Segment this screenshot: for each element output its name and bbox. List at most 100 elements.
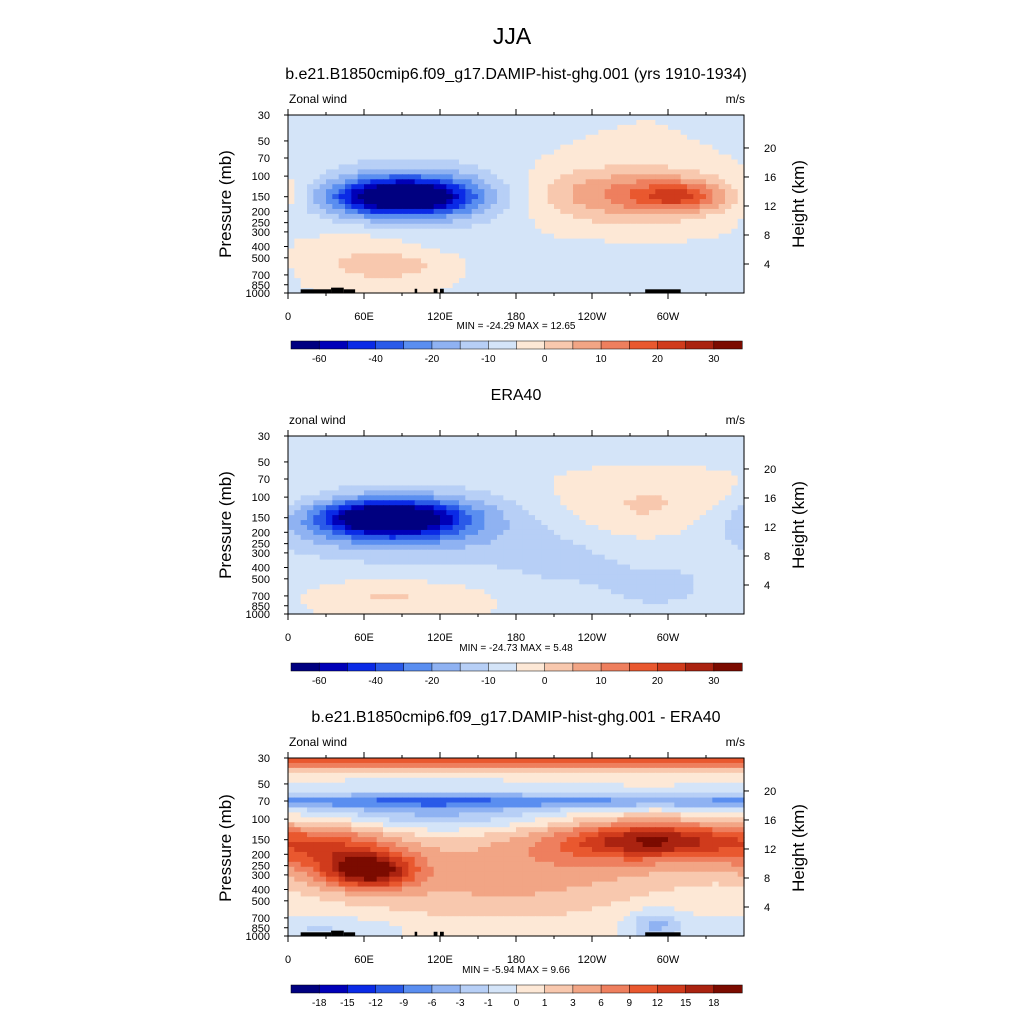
heatmap-cell: [421, 569, 428, 576]
heatmap-cell: [395, 436, 403, 442]
heatmap-cell: [351, 505, 359, 511]
heatmap-cell: [376, 194, 384, 200]
heatmap-cell: [592, 554, 599, 561]
heatmap-cell: [364, 505, 371, 511]
heatmap-cell: [490, 436, 498, 442]
heatmap-cell: [598, 436, 606, 442]
heatmap-cell: [516, 218, 523, 225]
heatmap-cell: [623, 589, 631, 595]
heatmap-cell: [345, 213, 352, 220]
heatmap-cell: [554, 213, 561, 220]
heatmap-cell: [288, 263, 295, 269]
heatmap-cell: [636, 213, 644, 220]
heatmap-cell: [655, 539, 663, 546]
heatmap-cell: [573, 268, 580, 274]
heatmap-cell: [452, 199, 460, 205]
heatmap-cell: [332, 263, 340, 269]
heatmap-cell: [471, 520, 479, 526]
heatmap-cell: [376, 440, 384, 447]
heatmap-cell: [459, 263, 466, 269]
heatmap-cell: [674, 194, 682, 200]
heatmap-cell: [649, 465, 656, 472]
heatmap-cell: [427, 559, 435, 566]
heatmap-cell: [718, 194, 726, 200]
heatmap-cell: [554, 579, 561, 585]
heatmap-cell: [509, 475, 517, 482]
heatmap-cell: [642, 194, 650, 200]
heatmap-cell: [364, 243, 371, 250]
heatmap-cell: [693, 445, 701, 452]
heatmap-cell: [674, 263, 682, 269]
heatmap-cell: [636, 510, 644, 516]
heatmap-cell: [604, 218, 612, 225]
heatmap-cell: [687, 169, 694, 175]
heatmap-cell: [731, 139, 739, 146]
heatmap-cell: [509, 544, 517, 551]
heatmap-cell: [573, 475, 580, 482]
heatmap-cell: [661, 579, 669, 585]
heatmap-cell: [661, 490, 669, 496]
heatmap-cell: [522, 539, 530, 546]
heatmap-cell: [668, 554, 675, 561]
heatmap-cell: [649, 139, 656, 146]
heatmap-cell: [300, 520, 308, 526]
heatmap-cell: [351, 564, 359, 571]
heatmap-cell: [579, 520, 587, 526]
heatmap-cell: [389, 515, 397, 521]
heatmap-cell: [655, 248, 663, 255]
heatmap-cell: [459, 450, 466, 457]
heatmap-cell: [300, 238, 308, 245]
heatmap-cell: [478, 129, 485, 136]
heatmap-cell: [376, 179, 384, 185]
heatmap-cell: [731, 485, 739, 491]
heatmap-cell: [699, 119, 707, 126]
heatmap-cell: [370, 263, 378, 269]
heatmap-cell: [630, 243, 637, 250]
heatmap-cell: [579, 194, 587, 200]
heatmap-cell: [712, 238, 720, 245]
heatmap-cell: [630, 174, 637, 180]
heatmap-cell: [332, 510, 340, 516]
heatmap-cell: [389, 529, 397, 536]
heatmap-cell: [509, 574, 517, 580]
heatmap-cell: [693, 189, 701, 195]
heatmap-cell: [484, 470, 492, 477]
heatmap-cell: [636, 273, 644, 279]
heatmap-cell: [655, 164, 663, 170]
heatmap-cell: [661, 450, 669, 457]
heatmap-cell: [731, 525, 739, 531]
heatmap-cell: [383, 465, 390, 472]
heatmap-cell: [560, 258, 568, 264]
heatmap-cell: [421, 436, 428, 442]
heatmap-cell: [433, 460, 441, 467]
heatmap-cell: [630, 559, 637, 566]
heatmap-cell: [433, 455, 441, 462]
heatmap-cell: [338, 278, 346, 284]
heatmap-cell: [370, 515, 378, 521]
heatmap-cell: [503, 238, 511, 245]
heatmap-cell: [687, 460, 694, 467]
heatmap-cell: [585, 268, 593, 274]
heatmap-cell: [357, 515, 365, 521]
heatmap-cell: [535, 208, 542, 215]
heatmap-cell: [554, 485, 561, 491]
heatmap-cell: [351, 283, 359, 289]
heatmap-cell: [351, 525, 359, 531]
heatmap-cell: [674, 238, 682, 245]
heatmap-cell: [408, 589, 416, 595]
heatmap-cell: [731, 248, 739, 255]
heatmap-cell: [345, 179, 352, 185]
heatmap-cell: [509, 119, 517, 126]
heatmap-cell: [661, 223, 669, 230]
heatmap-cell: [345, 569, 352, 576]
heatmap-cell: [623, 213, 631, 220]
heatmap-cell: [471, 119, 479, 126]
heatmap-cell: [446, 485, 454, 491]
heatmap-cell: [661, 258, 669, 264]
heatmap-cell: [585, 510, 593, 516]
heatmap-cell: [503, 199, 511, 205]
heatmap-cell: [617, 569, 625, 576]
heatmap-cell: [427, 115, 435, 121]
heatmap-cell: [579, 159, 587, 166]
heatmap-cell: [592, 184, 599, 190]
